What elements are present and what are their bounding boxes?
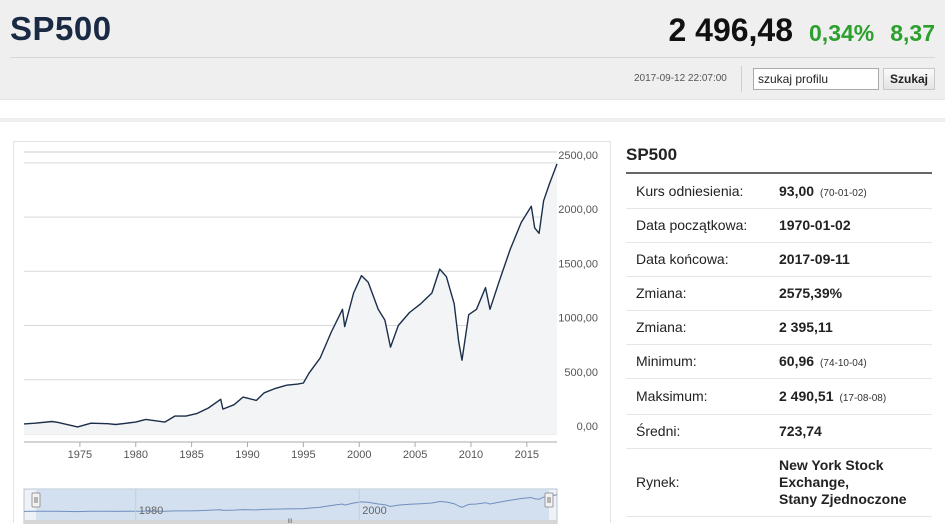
market-line: Exchange, [779, 473, 850, 490]
section-strip [0, 118, 945, 122]
info-value: 93,00 (70-01-02) [779, 174, 932, 209]
info-value: 2575,39% [779, 276, 932, 311]
panel-title-rule [626, 172, 932, 174]
info-value: 60,96 (74-10-04) [779, 344, 932, 379]
info-row: Zmiana: 2575,39% [626, 276, 932, 311]
info-row: Kurs odniesienia: 93,00 (70-01-02) [626, 174, 932, 209]
y-tick-label: 500,00 [564, 367, 598, 379]
info-value-main: 1970-01-02 [779, 217, 851, 233]
symbol-title: SP500 [10, 10, 112, 47]
info-value-main: 60,96 [779, 353, 815, 369]
navigator-tick-label: 1980 [139, 505, 163, 517]
info-row: Minimum: 60,96 (74-10-04) [626, 344, 932, 379]
info-value: 723,74 [779, 414, 932, 449]
quote-header: SP500 2 496,48 0,34% 8,37 2017-09-12 22:… [0, 0, 945, 100]
toolbar-separator [741, 66, 742, 92]
x-tick-label: 1975 [68, 449, 92, 461]
info-value: 2017-09-11 [779, 242, 932, 277]
change-percent: 0,34% [809, 20, 875, 46]
navigator-scrollbar[interactable] [24, 520, 557, 524]
last-price: 2 496,48 [668, 12, 794, 48]
info-row: Zmiana: 2 395,11 [626, 310, 932, 345]
x-tick-label: 2015 [515, 449, 539, 461]
x-tick-label: 1980 [123, 449, 147, 461]
navigator-right-handle[interactable] [544, 492, 554, 508]
market-line: Stany Zjednoczone [779, 490, 907, 507]
market-value: New York Stock Exchange, Stany Zjednoczone [779, 451, 932, 514]
panel-title: SP500 [626, 145, 678, 164]
y-tick-label: 2500,00 [558, 150, 598, 162]
info-value-main: 723,74 [779, 423, 822, 439]
x-tick-label: 1995 [291, 449, 315, 461]
info-label: Zmiana: [626, 310, 779, 345]
info-label: Zmiana: [626, 276, 779, 311]
price-chart[interactable]: 0,00 500,00 1000,00 1500,00 2000,00 2500,00 19… [14, 142, 612, 524]
x-tick-label: 2000 [347, 449, 371, 461]
x-tick-label: 1990 [235, 449, 259, 461]
info-value-main: 2 395,11 [779, 319, 833, 335]
info-row: Data początkowa: 1970-01-02 [626, 208, 932, 243]
navigator-left-handle[interactable] [31, 492, 41, 508]
x-tick-label: 2010 [459, 449, 483, 461]
info-label: Data początkowa: [626, 208, 779, 243]
instrument-info-table: Kurs odniesienia: 93,00 (70-01-02) Data poc… [626, 174, 932, 517]
info-row: Maksimum: 2 490,51 (17-08-08) [626, 378, 932, 415]
info-value-date: (70-01-02) [820, 187, 867, 199]
navigator-line [23, 494, 558, 513]
change-value: 8,37 [890, 20, 935, 46]
profile-search-input[interactable] [753, 68, 879, 90]
navigator-tick-label: 2000 [362, 505, 386, 517]
info-value-date: (74-10-04) [820, 358, 867, 369]
info-label: Minimum: [626, 344, 779, 379]
info-label: Rynek: [626, 448, 779, 517]
price-line: 2 496,48 0,34% 8,37 [668, 12, 935, 49]
info-value-main: 2017-09-11 [779, 251, 850, 267]
info-value: 2 395,11 [779, 310, 932, 345]
info-value-main: 2575,39% [779, 285, 843, 301]
price-line-series [23, 163, 558, 428]
info-label: Średni: [626, 414, 779, 449]
info-row: Rynek: New York Stock Exchange, Stany Zjedn… [626, 448, 932, 517]
info-row: Średni: 723,74 [626, 414, 932, 449]
info-value-date: (17-08-08) [839, 393, 887, 404]
info-value-main: 93,00 [779, 182, 815, 199]
x-tick-label: 2005 [403, 449, 427, 461]
info-row: Data końcowa: 2017-09-11 [626, 242, 932, 277]
y-tick-label: 1000,00 [558, 313, 598, 325]
y-tick-label: 1500,00 [558, 258, 598, 270]
price-area [24, 163, 557, 434]
y-tick-label: 0,00 [577, 421, 598, 433]
x-tick-label: 1985 [179, 449, 203, 461]
scrollbar-grip-label: III [287, 519, 292, 524]
info-value: New York Stock Exchange, Stany Zjednoczone [779, 448, 932, 517]
chart-container[interactable]: 0,00 500,00 1000,00 1500,00 2000,00 2500,00 19… [13, 141, 612, 524]
quote-timestamp: 2017-09-12 22:07:00 [634, 73, 727, 84]
info-value: 1970-01-02 [779, 208, 932, 243]
info-label: Maksimum: [626, 378, 779, 415]
info-value-main: 2 490,51 [779, 388, 834, 404]
info-label: Data końcowa: [626, 242, 779, 277]
info-value: 2 490,51 (17-08-08) [779, 378, 932, 415]
info-label: Kurs odniesienia: [626, 174, 779, 209]
header-divider [10, 57, 935, 58]
y-tick-label: 2000,00 [558, 204, 598, 216]
search-button[interactable]: Szukaj [883, 68, 935, 90]
market-line: New York Stock [779, 456, 884, 473]
